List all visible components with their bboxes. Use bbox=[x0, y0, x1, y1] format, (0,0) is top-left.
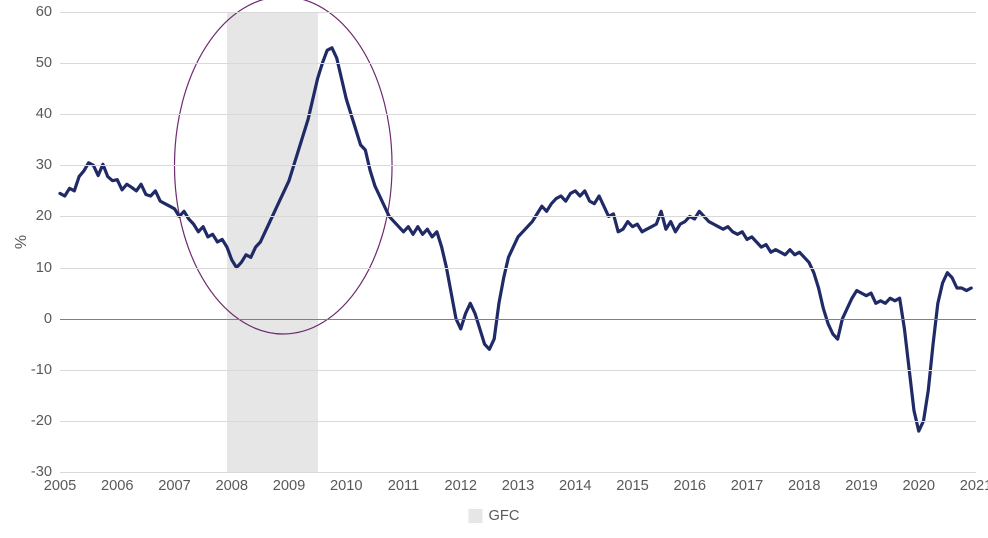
y-tick-label: 50 bbox=[36, 55, 60, 71]
y-gridline bbox=[60, 421, 976, 422]
x-tick-label: 2015 bbox=[616, 472, 649, 494]
y-tick-label: 30 bbox=[36, 157, 60, 173]
x-tick-label: 2012 bbox=[444, 472, 477, 494]
line-chart: -30-20-100102030405060200520062007200820… bbox=[0, 0, 988, 538]
y-gridline bbox=[60, 63, 976, 64]
y-tick-label: 10 bbox=[36, 260, 60, 276]
x-tick-label: 2007 bbox=[158, 472, 191, 494]
y-tick-label: 40 bbox=[36, 106, 60, 122]
x-tick-label: 2019 bbox=[845, 472, 878, 494]
legend-label: GFC bbox=[489, 508, 520, 524]
x-tick-label: 2010 bbox=[330, 472, 363, 494]
plot-area: -30-20-100102030405060200520062007200820… bbox=[60, 12, 976, 472]
y-axis-title: % bbox=[13, 235, 31, 249]
y-tick-label: 60 bbox=[36, 4, 60, 20]
x-tick-label: 2006 bbox=[101, 472, 134, 494]
legend-swatch-icon bbox=[469, 509, 483, 523]
x-tick-label: 2016 bbox=[673, 472, 706, 494]
x-tick-label: 2017 bbox=[731, 472, 764, 494]
highlight-ellipse bbox=[175, 0, 393, 334]
data-line bbox=[60, 48, 971, 431]
y-tick-label: -20 bbox=[31, 413, 60, 429]
y-gridline bbox=[60, 268, 976, 269]
y-gridline bbox=[60, 12, 976, 13]
x-tick-label: 2009 bbox=[273, 472, 306, 494]
y-gridline bbox=[60, 114, 976, 115]
y-gridline bbox=[60, 165, 976, 166]
x-tick-label: 2020 bbox=[902, 472, 935, 494]
x-tick-label: 2011 bbox=[388, 472, 420, 494]
y-gridline bbox=[60, 319, 976, 320]
x-tick-label: 2013 bbox=[502, 472, 535, 494]
legend: GFC bbox=[469, 508, 520, 524]
y-gridline bbox=[60, 216, 976, 217]
y-gridline bbox=[60, 370, 976, 371]
y-tick-label: 0 bbox=[44, 311, 60, 327]
x-tick-label: 2008 bbox=[215, 472, 248, 494]
y-tick-label: 20 bbox=[36, 208, 60, 224]
x-tick-label: 2021 bbox=[960, 472, 988, 494]
x-tick-label: 2018 bbox=[788, 472, 821, 494]
x-tick-label: 2005 bbox=[44, 472, 77, 494]
chart-svg bbox=[60, 12, 976, 472]
x-tick-label: 2014 bbox=[559, 472, 592, 494]
y-tick-label: -10 bbox=[31, 362, 60, 378]
